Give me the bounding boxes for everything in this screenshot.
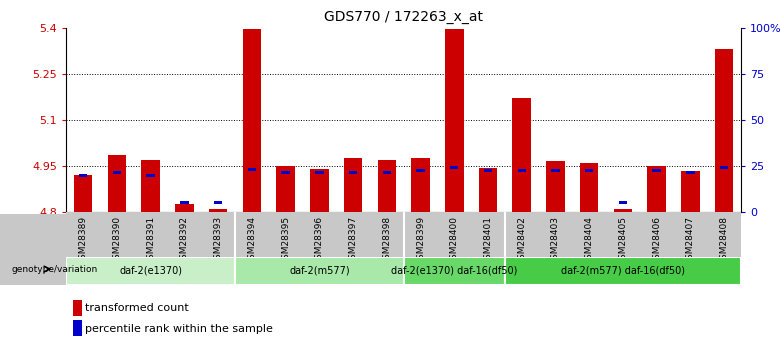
Bar xyxy=(417,169,425,172)
Bar xyxy=(112,171,121,174)
Text: GSM28397: GSM28397 xyxy=(349,216,357,265)
Text: GSM28407: GSM28407 xyxy=(686,216,695,265)
Text: GSM28390: GSM28390 xyxy=(112,216,122,265)
Bar xyxy=(445,29,463,212)
Text: transformed count: transformed count xyxy=(85,303,189,313)
Text: daf-2(m577) daf-16(df50): daf-2(m577) daf-16(df50) xyxy=(561,266,685,276)
Bar xyxy=(315,171,324,174)
Bar xyxy=(505,257,741,285)
Text: GSM28404: GSM28404 xyxy=(585,216,594,265)
Bar xyxy=(585,169,594,172)
Text: GSM28399: GSM28399 xyxy=(416,216,425,265)
Bar xyxy=(551,169,560,172)
Text: GSM28389: GSM28389 xyxy=(79,216,87,265)
Text: GSM28402: GSM28402 xyxy=(517,216,526,265)
Bar xyxy=(73,300,82,316)
Text: GSM28403: GSM28403 xyxy=(551,216,560,265)
Bar xyxy=(512,98,531,212)
Text: GSM28400: GSM28400 xyxy=(450,216,459,265)
Bar xyxy=(147,174,155,177)
Title: GDS770 / 172263_x_at: GDS770 / 172263_x_at xyxy=(324,10,483,24)
Text: GSM28401: GSM28401 xyxy=(484,216,492,265)
Bar xyxy=(349,171,357,174)
Bar xyxy=(382,171,391,174)
Bar xyxy=(614,209,633,212)
Text: GSM28395: GSM28395 xyxy=(281,216,290,265)
Bar xyxy=(310,169,328,212)
Text: GSM28406: GSM28406 xyxy=(652,216,661,265)
Text: daf-2(m577): daf-2(m577) xyxy=(289,266,349,276)
Text: daf-2(e1370): daf-2(e1370) xyxy=(119,266,183,276)
Bar xyxy=(175,205,193,212)
Text: GSM28408: GSM28408 xyxy=(720,216,729,265)
Bar xyxy=(652,169,661,172)
Bar xyxy=(546,161,565,212)
Text: GSM28393: GSM28393 xyxy=(214,216,222,265)
Bar xyxy=(720,166,729,169)
Bar xyxy=(714,49,733,212)
Bar xyxy=(686,171,695,174)
Bar xyxy=(681,171,700,212)
Bar xyxy=(73,321,82,336)
Bar xyxy=(450,166,459,169)
Text: GSM28394: GSM28394 xyxy=(247,216,257,265)
Bar xyxy=(247,168,256,171)
Bar xyxy=(180,201,189,205)
Bar xyxy=(74,175,93,212)
Bar xyxy=(209,209,228,212)
Bar xyxy=(344,158,363,212)
Bar xyxy=(141,160,160,212)
Text: GSM28398: GSM28398 xyxy=(382,216,392,265)
Bar xyxy=(108,155,126,212)
Bar xyxy=(214,201,222,205)
Bar xyxy=(243,29,261,212)
Text: GSM28396: GSM28396 xyxy=(315,216,324,265)
Text: daf-2(e1370) daf-16(df50): daf-2(e1370) daf-16(df50) xyxy=(391,266,517,276)
Bar xyxy=(647,166,666,212)
Bar xyxy=(484,169,492,172)
Bar xyxy=(411,158,430,212)
Text: GSM28405: GSM28405 xyxy=(619,216,627,265)
Text: GSM28392: GSM28392 xyxy=(180,216,189,265)
Bar xyxy=(282,171,290,174)
Bar xyxy=(235,257,404,285)
Text: GSM28391: GSM28391 xyxy=(146,216,155,265)
Bar xyxy=(517,169,526,172)
Bar xyxy=(479,168,498,212)
Bar xyxy=(378,160,396,212)
Bar xyxy=(276,166,295,212)
Text: percentile rank within the sample: percentile rank within the sample xyxy=(85,324,273,334)
Bar xyxy=(404,257,505,285)
Bar xyxy=(619,201,627,205)
Bar xyxy=(580,163,598,212)
Bar xyxy=(66,257,235,285)
Bar xyxy=(79,174,87,177)
Text: genotype/variation: genotype/variation xyxy=(12,265,98,274)
